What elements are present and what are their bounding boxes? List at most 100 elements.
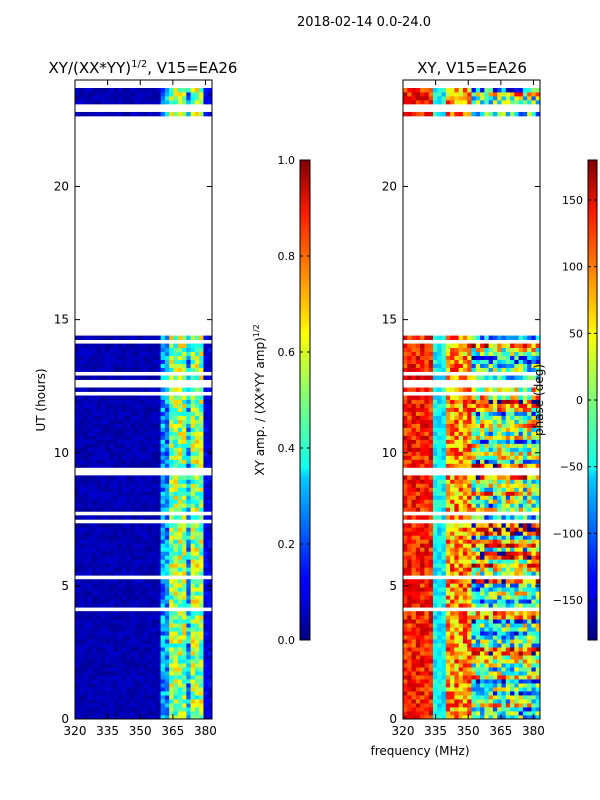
heat-cell (190, 399, 196, 404)
heat-cell (79, 619, 84, 624)
heat-cell (462, 487, 468, 492)
heat-cell (147, 579, 153, 584)
heat-cell (156, 539, 162, 544)
heat-cell (134, 639, 140, 644)
heat-cell (199, 523, 204, 528)
heat-cell (458, 475, 464, 480)
heat-cell (143, 707, 149, 712)
heat-cell (445, 579, 451, 584)
heat-cell (173, 551, 179, 556)
heat-cell (199, 395, 204, 400)
heat-cell (420, 599, 425, 604)
heat-cell (122, 487, 127, 492)
heat-cell (194, 567, 200, 572)
heat-cell (518, 567, 524, 572)
heat-cell (415, 543, 421, 548)
heat-cell (484, 615, 490, 620)
heat-cell (104, 475, 110, 480)
heat-cell (501, 547, 507, 552)
heat-cell (113, 355, 119, 360)
heat-cell (156, 431, 162, 436)
heat-cell (113, 423, 119, 428)
heat-cell (156, 527, 162, 532)
heat-cell (454, 611, 460, 616)
heat-cell (480, 603, 485, 608)
heat-cell (501, 599, 507, 604)
heat-cell (117, 703, 123, 708)
heat-cell (411, 659, 417, 664)
heat-cell (147, 455, 153, 460)
heat-cell (432, 563, 438, 568)
heat-cell (194, 431, 200, 436)
heat-cell (104, 671, 110, 676)
heat-cell (186, 359, 191, 364)
heat-cell (437, 599, 442, 604)
heat-cell (83, 515, 89, 520)
heat-cell (113, 531, 119, 536)
heat-cell (152, 583, 157, 588)
heat-cell (190, 507, 196, 512)
heat-cell (194, 667, 200, 672)
heat-cell (428, 539, 434, 544)
heat-cell (143, 675, 149, 680)
heat-cell (143, 351, 149, 356)
heat-cell (484, 623, 490, 628)
heat-cell (143, 603, 149, 608)
heat-cell (83, 411, 89, 416)
heat-cell (117, 551, 123, 556)
heat-cell (160, 423, 166, 428)
heat-cell (134, 499, 140, 504)
heat-cell (113, 595, 119, 600)
heat-cell (92, 367, 97, 372)
heat-cell (130, 667, 136, 672)
heat-cell (117, 443, 123, 448)
heat-cell (126, 571, 132, 576)
heat-cell (92, 447, 97, 452)
heat-cell (152, 535, 157, 540)
heat-cell (186, 651, 191, 656)
heat-cell (134, 615, 140, 620)
heat-cell (415, 483, 421, 488)
heat-cell (156, 395, 162, 400)
heat-cell (156, 535, 162, 540)
heat-cell (199, 675, 204, 680)
heat-cell (117, 455, 123, 460)
heat-cell (169, 655, 174, 660)
heat-cell (164, 503, 170, 508)
heat-cell (126, 407, 132, 412)
heat-cell (199, 535, 204, 540)
heat-cell (79, 667, 84, 672)
heat-cell (126, 431, 132, 436)
heat-cell (126, 611, 132, 616)
heat-cell (177, 667, 183, 672)
heat-cell (199, 603, 204, 608)
heat-cell (117, 595, 123, 600)
heat-cell (492, 559, 498, 564)
heat-cell (403, 539, 408, 544)
heat-cell (403, 707, 408, 712)
heat-cell (194, 475, 200, 480)
heat-cell (126, 699, 132, 704)
heat-cell (415, 435, 421, 440)
heat-cell (152, 659, 157, 664)
heat-cell (458, 571, 464, 576)
heat-cell (203, 679, 209, 684)
heat-cell (403, 699, 408, 704)
heat-cell (160, 579, 166, 584)
heat-cell (411, 651, 417, 656)
heat-cell (497, 579, 502, 584)
heat-cell (467, 691, 472, 696)
heat-cell (186, 427, 191, 432)
heat-cell (109, 455, 114, 460)
heat-cell (199, 619, 204, 624)
heat-cell (501, 707, 507, 712)
heat-cell (203, 363, 209, 368)
heat-cell (109, 523, 114, 528)
heat-cell (173, 359, 179, 364)
heat-cell (182, 703, 187, 708)
heat-cell (527, 683, 532, 688)
heat-cell (450, 655, 455, 660)
heat-cell (130, 499, 136, 504)
heat-cell (531, 559, 537, 564)
heat-cell (100, 351, 106, 356)
